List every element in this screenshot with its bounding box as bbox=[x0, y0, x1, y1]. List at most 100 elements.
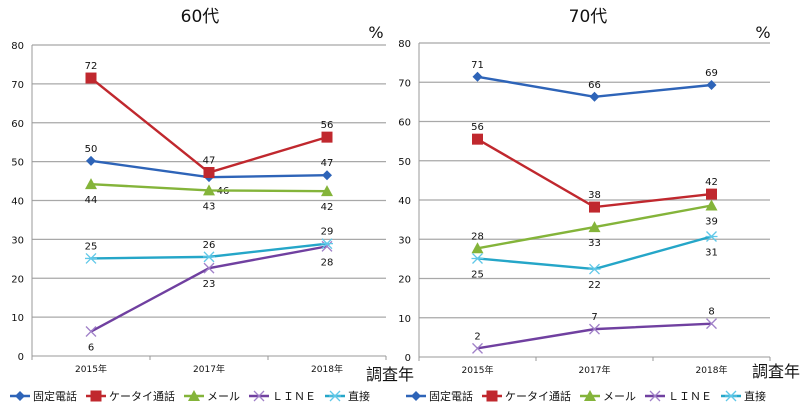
data-label: 31 bbox=[705, 248, 718, 259]
y-tick-label: 70 bbox=[11, 80, 24, 91]
legend-marker bbox=[725, 390, 737, 402]
legend-marker bbox=[90, 390, 102, 402]
legend-label: 固定電話 bbox=[33, 389, 77, 403]
data-point bbox=[588, 221, 601, 233]
y-tick-label: 40 bbox=[398, 196, 411, 207]
data-point-shape bbox=[705, 231, 718, 242]
data-point bbox=[705, 231, 718, 242]
y-axis-unit: % bbox=[755, 23, 770, 42]
data-point-shape bbox=[589, 201, 600, 213]
y-tick-label: 0 bbox=[18, 352, 24, 363]
data-label: 69 bbox=[705, 68, 718, 79]
data-label: 25 bbox=[471, 269, 484, 280]
data-point bbox=[203, 167, 215, 179]
data-point bbox=[86, 155, 96, 166]
data-point bbox=[203, 262, 215, 274]
data-point-shape bbox=[85, 252, 97, 264]
y-tick-label: 40 bbox=[11, 197, 24, 208]
legend-marker-shape bbox=[253, 390, 265, 402]
data-label: 39 bbox=[705, 216, 718, 227]
data-point-shape bbox=[85, 178, 97, 190]
data-label: 42 bbox=[705, 177, 718, 188]
data-label: 47 bbox=[321, 158, 334, 169]
x-axis-title: 調査年 bbox=[366, 365, 414, 384]
y-tick-label: 10 bbox=[11, 313, 24, 324]
legend-marker bbox=[486, 390, 498, 402]
data-label: 66 bbox=[588, 80, 601, 91]
data-point-shape bbox=[471, 242, 484, 254]
legend-marker-shape bbox=[90, 390, 102, 402]
legend-marker bbox=[188, 390, 200, 401]
data-point bbox=[321, 185, 333, 197]
data-point bbox=[322, 170, 332, 181]
legend-label: 固定電話 bbox=[429, 389, 473, 403]
data-point-shape bbox=[321, 185, 333, 197]
data-point-shape bbox=[705, 199, 718, 211]
data-label: 56 bbox=[471, 122, 484, 133]
y-tick-label: 20 bbox=[11, 274, 24, 285]
legend-label: 直接 bbox=[744, 389, 766, 403]
data-point-shape bbox=[706, 188, 717, 200]
legend-marker-shape bbox=[188, 390, 200, 401]
data-point bbox=[321, 238, 333, 250]
data-point-shape bbox=[203, 262, 215, 274]
legend-marker bbox=[253, 390, 265, 402]
y-tick-label: 0 bbox=[405, 353, 411, 364]
legend-label: メール bbox=[603, 390, 636, 403]
data-point bbox=[589, 201, 600, 213]
legend-label: ケータイ通話 bbox=[109, 389, 175, 403]
data-point-shape bbox=[589, 91, 600, 102]
data-point-shape bbox=[203, 251, 215, 263]
legend-marker bbox=[329, 390, 341, 402]
x-axis-title: 調査年 bbox=[752, 362, 800, 381]
data-point bbox=[321, 131, 333, 143]
y-tick-label: 80 bbox=[11, 41, 24, 52]
y-tick-label: 30 bbox=[398, 235, 411, 246]
legend-marker bbox=[584, 390, 596, 401]
data-point bbox=[85, 178, 97, 190]
legend-marker-shape bbox=[486, 390, 498, 402]
chart-title: 70代 bbox=[569, 7, 608, 27]
legend-marker-shape bbox=[15, 391, 25, 401]
data-point bbox=[705, 199, 718, 211]
data-label: 7 bbox=[591, 312, 597, 323]
data-point bbox=[85, 72, 97, 84]
data-label: 56 bbox=[321, 120, 334, 131]
legend-marker-shape bbox=[584, 390, 596, 401]
data-label: 2 bbox=[474, 331, 480, 342]
data-point-shape bbox=[472, 71, 483, 82]
data-label: 72 bbox=[85, 61, 98, 72]
data-point-shape bbox=[321, 131, 333, 143]
data-label: 23 bbox=[203, 279, 216, 290]
data-point bbox=[589, 91, 600, 102]
y-tick-label: 10 bbox=[398, 314, 411, 325]
data-point-shape bbox=[203, 184, 215, 196]
y-tick-label: 60 bbox=[11, 119, 24, 130]
legend-marker-shape bbox=[725, 390, 737, 402]
legend-marker bbox=[15, 391, 25, 401]
data-label: 8 bbox=[708, 307, 714, 318]
data-label: 22 bbox=[588, 280, 601, 291]
data-label: 25 bbox=[85, 241, 98, 252]
data-point-shape bbox=[85, 72, 97, 84]
y-tick-label: 20 bbox=[398, 275, 411, 286]
data-point-shape bbox=[589, 323, 600, 335]
data-point-shape bbox=[86, 155, 96, 166]
x-tick-label: 2015年 bbox=[462, 364, 494, 376]
data-point bbox=[589, 323, 600, 335]
legend-marker bbox=[649, 390, 661, 402]
data-point-shape bbox=[472, 133, 483, 145]
data-label: 47 bbox=[203, 156, 216, 167]
data-point-shape bbox=[472, 342, 483, 354]
data-label: 71 bbox=[471, 60, 484, 71]
y-tick-label: 30 bbox=[11, 235, 24, 246]
legend-label: ケータイ通話 bbox=[505, 389, 571, 403]
data-point-shape bbox=[471, 253, 484, 264]
legend-marker-shape bbox=[649, 390, 661, 402]
legend-marker bbox=[411, 391, 421, 401]
data-point-shape bbox=[322, 170, 332, 181]
data-point bbox=[588, 263, 601, 275]
y-tick-label: 50 bbox=[11, 158, 24, 169]
